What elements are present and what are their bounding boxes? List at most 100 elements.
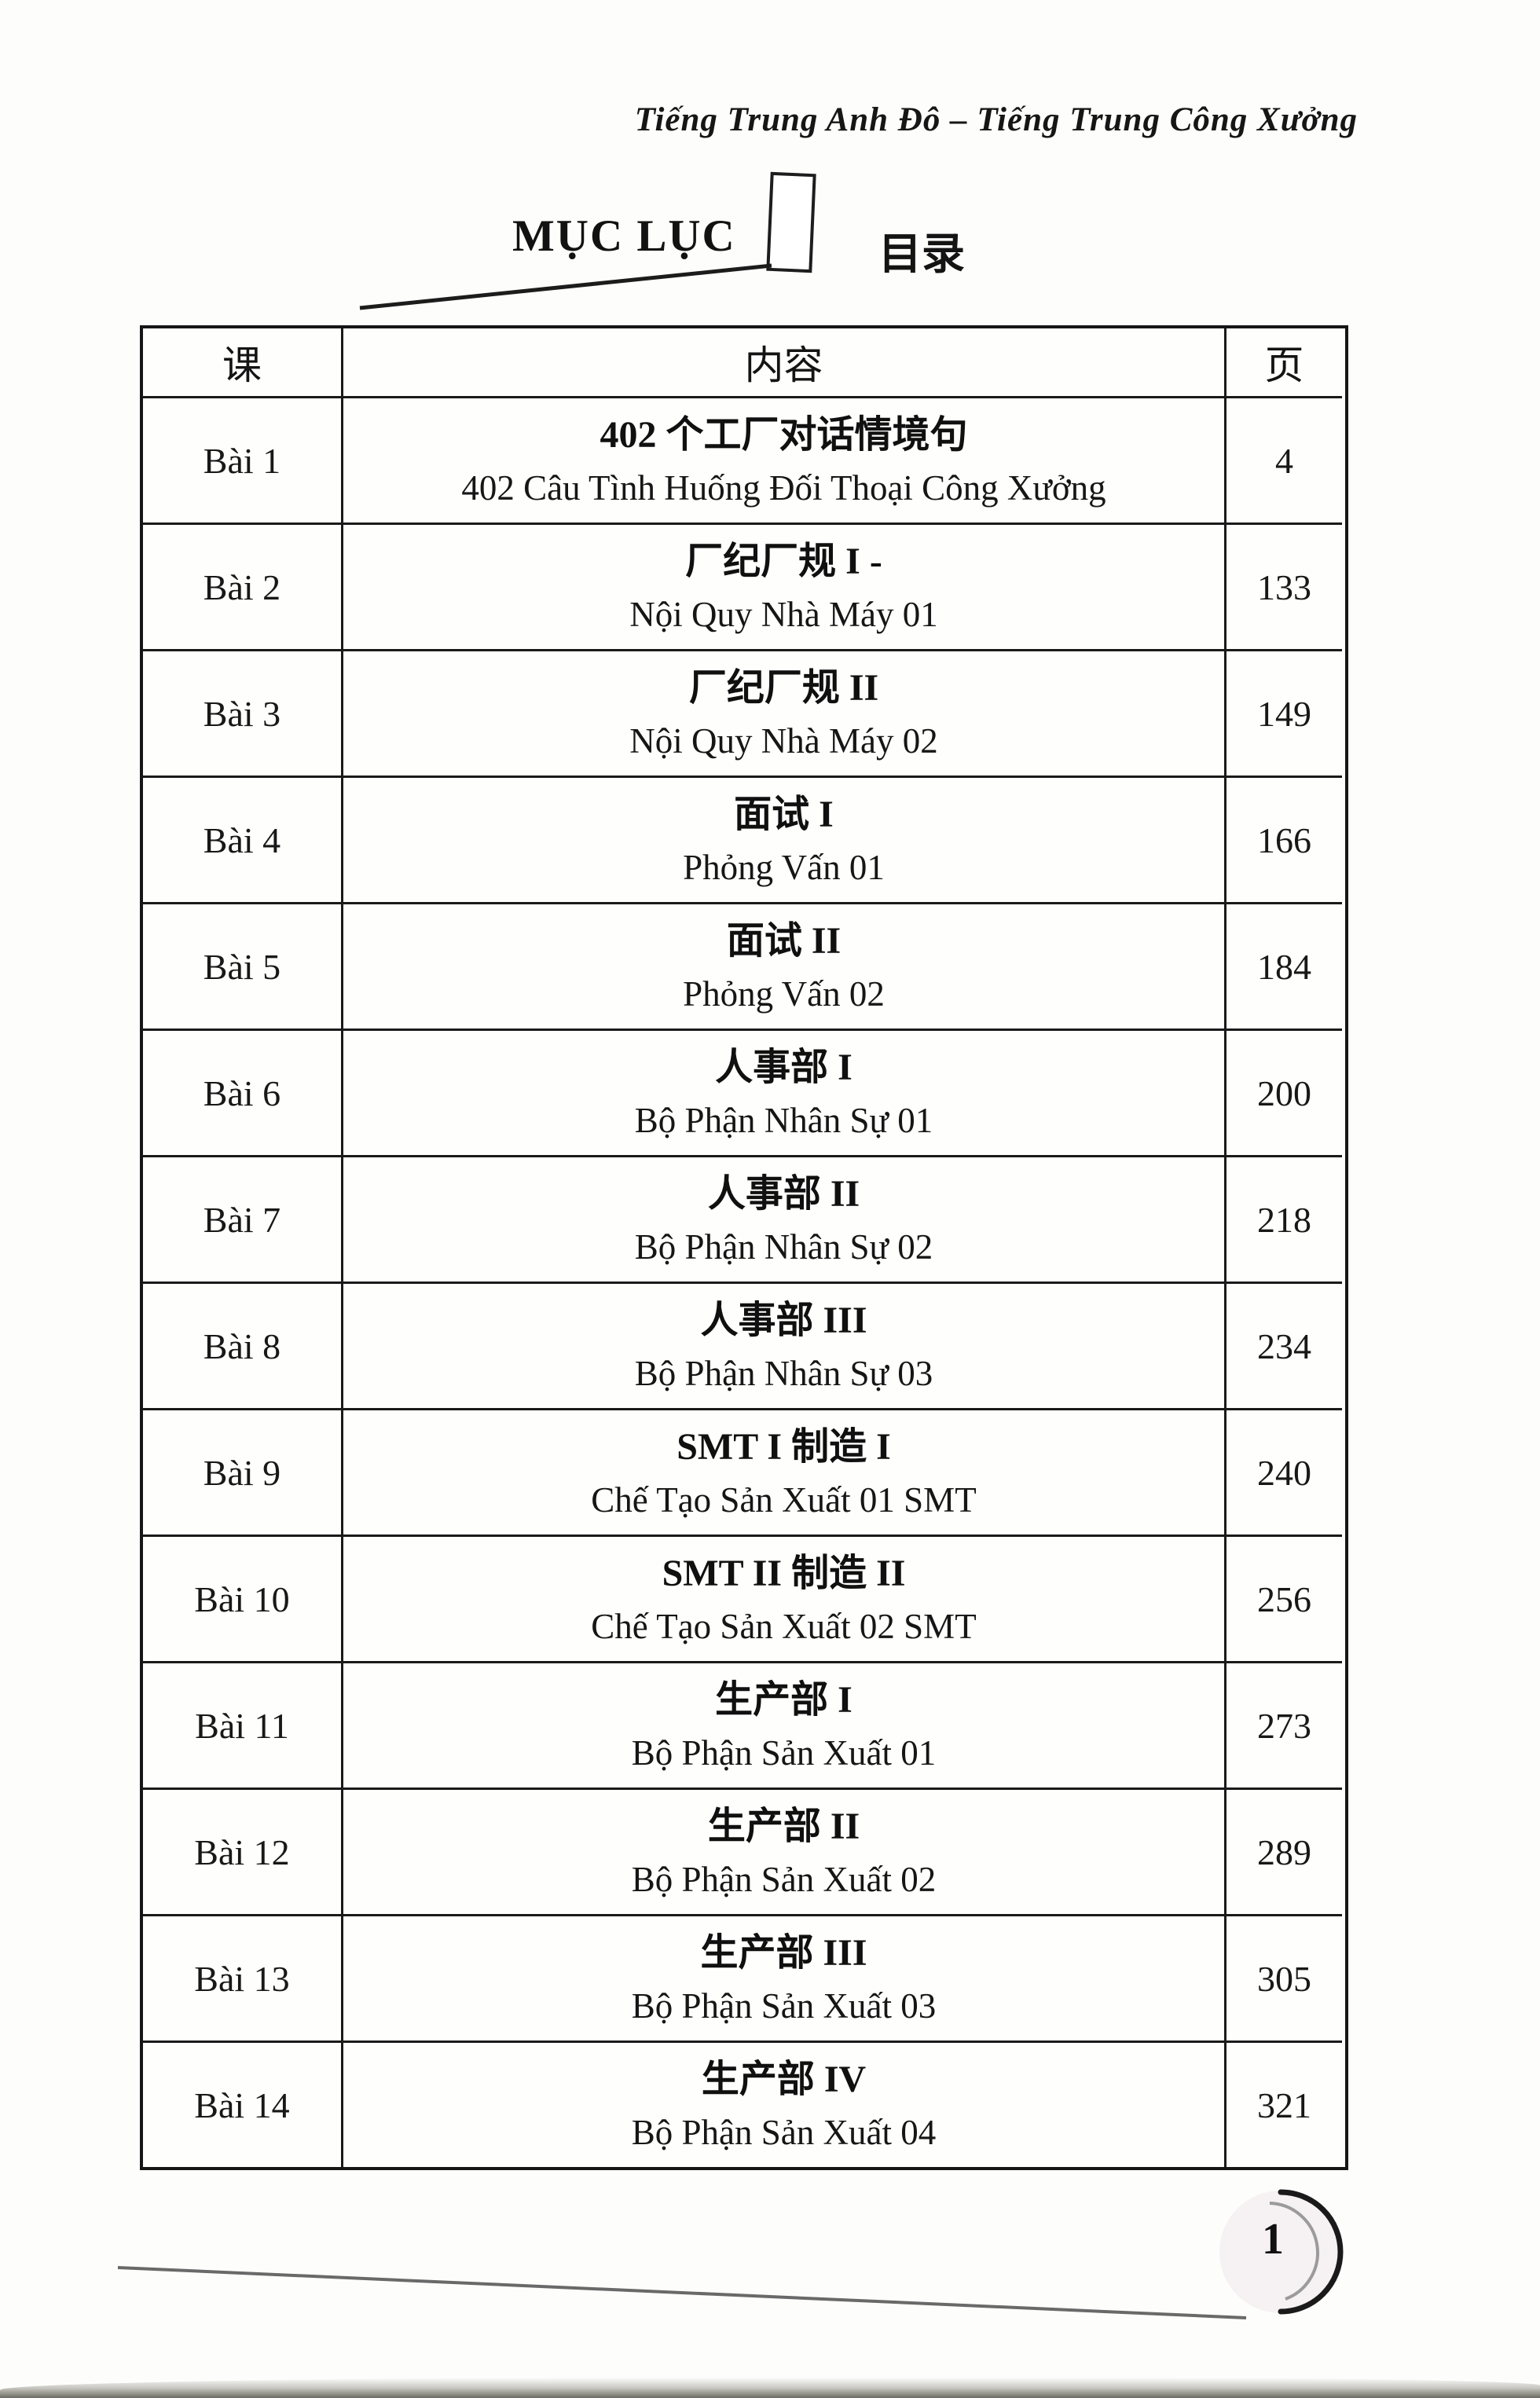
lesson-cell: Bài 4 <box>143 776 341 902</box>
content-title-vietnamese: Bộ Phận Nhân Sự 03 <box>634 1353 933 1393</box>
bookmark-rectangle-shape <box>766 171 816 273</box>
page-cell: 218 <box>1224 1155 1342 1282</box>
content-cell: 生产部 III Bộ Phận Sản Xuất 03 <box>341 1914 1224 2040</box>
page-number-value: 321 <box>1257 2084 1311 2125</box>
page-cell: 133 <box>1224 522 1342 649</box>
page-cell: 273 <box>1224 1661 1342 1788</box>
page-title-chinese: 目录 <box>878 230 966 278</box>
content-title-vietnamese: Bộ Phận Sản Xuất 01 <box>631 1732 937 1773</box>
content-cell: 生产部 I Bộ Phận Sản Xuất 01 <box>341 1661 1224 1788</box>
page-cell: 234 <box>1224 1282 1342 1408</box>
lesson-label: Bài 9 <box>203 1452 281 1493</box>
content-cell: 厂纪厂规 I - Nội Quy Nhà Máy 01 <box>341 522 1224 649</box>
lesson-label: Bài 13 <box>194 1958 290 1999</box>
page-cell: 166 <box>1224 776 1342 902</box>
page-cell: 321 <box>1224 2040 1342 2167</box>
content-title-chinese: 生产部 III <box>700 1931 867 1974</box>
content-title-chinese: 生产部 IV <box>701 2058 867 2100</box>
lesson-label: Bài 6 <box>203 1072 281 1113</box>
page-cell: 305 <box>1224 1914 1342 2040</box>
content-cell: 402 个工厂对话情境句 402 Câu Tình Huống Đối Thoạ… <box>341 396 1224 522</box>
content-cell: 面试 I Phỏng Vấn 01 <box>341 776 1224 902</box>
running-header-text: Tiếng Trung Anh Đô – Tiếng Trung Công Xư… <box>634 101 1358 138</box>
content-title-chinese: 人事部 I <box>715 1046 852 1088</box>
column-header-content: 内容 <box>341 328 1224 396</box>
content-title-chinese: 人事部 III <box>700 1299 867 1341</box>
lesson-label: Bài 10 <box>194 1578 290 1619</box>
content-title-vietnamese: Phỏng Vấn 02 <box>683 974 885 1014</box>
content-title-chinese: SMT II 制造 II <box>662 1552 906 1594</box>
curl-inner-arc <box>1269 2202 1319 2301</box>
content-cell: SMT I 制造 I Chế Tạo Sản Xuất 01 SMT <box>341 1408 1224 1534</box>
content-title-chinese: 生产部 II <box>707 1805 860 1847</box>
page-number-value: 200 <box>1257 1072 1311 1113</box>
page-number-value: 256 <box>1257 1578 1311 1619</box>
page-corner-curl: 1 <box>1216 2187 1348 2319</box>
content-cell: 生产部 II Bộ Phận Sản Xuất 02 <box>341 1788 1224 1914</box>
lesson-label: Bài 12 <box>194 1832 290 1872</box>
page-number-value: 240 <box>1257 1452 1311 1493</box>
lesson-cell: Bài 3 <box>143 649 341 776</box>
lesson-label: Bài 14 <box>194 2084 290 2125</box>
content-cell: 人事部 III Bộ Phận Nhân Sự 03 <box>341 1282 1224 1408</box>
content-title-chinese: 人事部 II <box>707 1172 860 1215</box>
lesson-cell: Bài 14 <box>143 2040 341 2167</box>
page-cell: 289 <box>1224 1788 1342 1914</box>
lesson-cell: Bài 6 <box>143 1028 341 1155</box>
content-title-chinese: 厂纪厂规 I - <box>685 540 882 582</box>
curl-circle-shape <box>1219 2189 1344 2315</box>
page-number-value: 133 <box>1257 566 1311 607</box>
lesson-label: Bài 1 <box>203 440 281 481</box>
content-cell: SMT II 制造 II Chế Tạo Sản Xuất 02 SMT <box>341 1534 1224 1661</box>
content-title-vietnamese: Nội Quy Nhà Máy 01 <box>629 594 938 634</box>
page-cell: 4 <box>1224 396 1342 522</box>
lesson-label: Bài 2 <box>203 566 281 607</box>
lesson-label: Bài 3 <box>203 693 281 734</box>
lesson-label: Bài 8 <box>203 1326 281 1366</box>
content-title-vietnamese: 402 Câu Tình Huống Đối Thoại Công Xưởng <box>461 468 1106 508</box>
curl-outer-arc <box>1278 2189 1344 2315</box>
content-title-vietnamese: Bộ Phận Sản Xuất 04 <box>631 2112 937 2152</box>
page-number-value: 166 <box>1257 820 1311 860</box>
content-cell: 生产部 IV Bộ Phận Sản Xuất 04 <box>341 2040 1224 2167</box>
lesson-label: Bài 4 <box>203 820 281 860</box>
content-title-vietnamese: Bộ Phận Nhân Sự 01 <box>634 1100 933 1140</box>
toc-table: 课 内容 页 Bài 1 402 个工厂对话情境句 402 Câu Tình H… <box>140 325 1348 2170</box>
lesson-label: Bài 7 <box>203 1199 281 1240</box>
content-title-vietnamese: Nội Quy Nhà Máy 02 <box>629 720 938 761</box>
content-title-chinese: SMT I 制造 I <box>676 1425 891 1468</box>
page-number-value: 289 <box>1257 1832 1311 1872</box>
lesson-cell: Bài 13 <box>143 1914 341 2040</box>
content-cell: 面试 II Phỏng Vấn 02 <box>341 902 1224 1028</box>
page-number-value: 273 <box>1257 1705 1311 1746</box>
content-cell: 人事部 II Bộ Phận Nhân Sự 02 <box>341 1155 1224 1282</box>
page-number-value: 184 <box>1257 946 1311 987</box>
content-title-chinese: 厂纪厂规 II <box>688 666 879 709</box>
content-cell: 人事部 I Bộ Phận Nhân Sự 01 <box>341 1028 1224 1155</box>
lesson-label: Bài 11 <box>195 1705 289 1746</box>
lesson-cell: Bài 1 <box>143 396 341 522</box>
content-title-vietnamese: Phỏng Vấn 01 <box>683 847 885 887</box>
content-title-vietnamese: Chế Tạo Sản Xuất 01 SMT <box>591 1480 977 1520</box>
curl-circle-fill <box>1219 2191 1342 2313</box>
column-header-page-label: 页 <box>1264 343 1304 387</box>
content-cell: 厂纪厂规 II Nội Quy Nhà Máy 02 <box>341 649 1224 776</box>
column-header-lesson-label: 课 <box>222 343 262 387</box>
page-cell: 200 <box>1224 1028 1342 1155</box>
content-title-vietnamese: Bộ Phận Sản Xuất 02 <box>631 1859 937 1899</box>
content-title-chinese: 面试 I <box>734 793 834 835</box>
column-header-lesson: 课 <box>143 328 341 396</box>
column-header-page: 页 <box>1224 328 1342 396</box>
footer-rule-stroke <box>117 2266 1247 2319</box>
footer-page-number: 1 <box>1262 2215 1284 2264</box>
page-number-value: 305 <box>1257 1958 1311 1999</box>
page-cell: 184 <box>1224 902 1342 1028</box>
column-header-content-label: 内容 <box>744 343 823 387</box>
page-number-value: 234 <box>1257 1326 1311 1366</box>
lesson-cell: Bài 8 <box>143 1282 341 1408</box>
page-cell: 240 <box>1224 1408 1342 1534</box>
content-title-vietnamese: Bộ Phận Nhân Sự 02 <box>634 1226 933 1267</box>
content-title-vietnamese: Chế Tạo Sản Xuất 02 SMT <box>591 1606 977 1646</box>
content-title-vietnamese: Bộ Phận Sản Xuất 03 <box>631 1986 937 2026</box>
